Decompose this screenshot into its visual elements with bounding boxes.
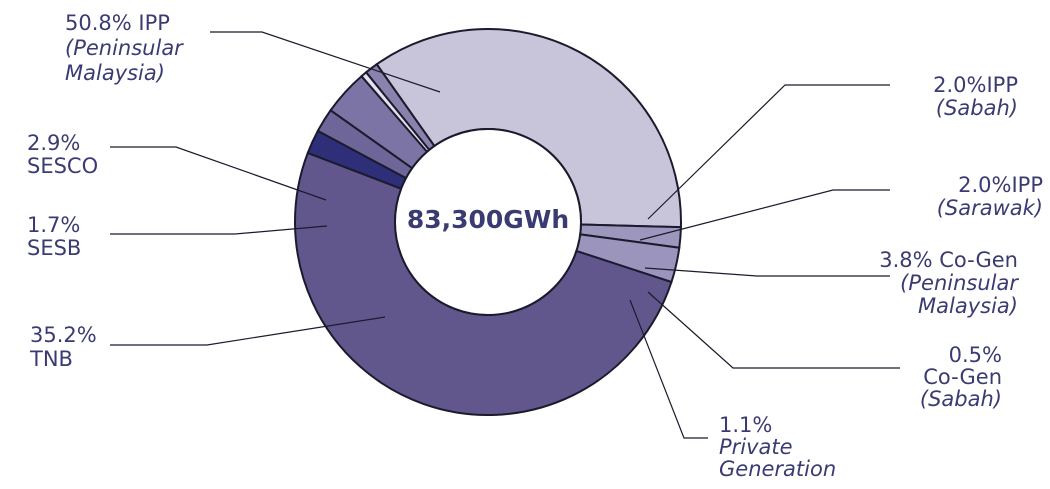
slice-label-3-line-2: Malaysia): [918, 294, 1018, 318]
leader-lines: [110, 31, 900, 439]
leader-line-5: [629, 299, 708, 439]
slice-label-5-line-0: 1.1%: [719, 413, 772, 437]
slice-label-1-line-0: 2.0%IPP: [933, 73, 1018, 97]
center-total-label: 83,300GWh: [407, 205, 569, 234]
slice-label-3: 3.8% Co-Gen (Peninsular Malaysia): [879, 248, 1019, 318]
slice-label-7-line-1: SESB: [27, 236, 81, 260]
slice-label-3-line-0: 3.8% Co-Gen: [879, 248, 1018, 272]
slice-label-4: 0.5% Co-Gen (Sabah): [920, 343, 1002, 411]
donut-hole: [394, 128, 582, 316]
leader-line-4: [647, 291, 900, 369]
leader-line-0: [210, 31, 441, 93]
slice-label-0-line-0: 50.8% IPP: [65, 11, 170, 35]
slice-label-1-line-1: (Sabah): [936, 96, 1018, 120]
slice-label-8: 2.9% SESCO: [27, 131, 98, 178]
leader-line-7: [110, 225, 328, 235]
slice-labels: 50.8% IPP (Peninsular Malaysia) 2.0%IPP (Sab…: [27, 11, 1043, 481]
leader-line-1: [647, 84, 890, 220]
slice-label-4-line-1: Co-Gen: [923, 365, 1002, 389]
slice-label-0-line-1: (Peninsular: [65, 36, 184, 60]
slice-label-0: 50.8% IPP (Peninsular Malaysia): [65, 11, 184, 85]
slice-label-8-line-0: 2.9%: [27, 131, 80, 155]
slice-label-3-line-1: (Peninsular: [900, 271, 1019, 295]
slice-label-4-line-0: 0.5%: [949, 343, 1002, 367]
slice-label-2-line-1: (Sarawak): [937, 196, 1043, 220]
leader-line-6: [110, 316, 386, 346]
slice-label-1: 2.0%IPP (Sabah): [933, 73, 1018, 120]
donut-slices: [294, 28, 682, 416]
slice-label-5-line-1: Private: [719, 435, 793, 459]
slice-label-4-line-2: (Sabah): [920, 387, 1002, 411]
slice-label-7-line-0: 1.7%: [27, 213, 80, 237]
slice-label-8-line-1: SESCO: [27, 154, 98, 178]
leader-line-2: [639, 189, 890, 241]
slice-label-6-line-1: TNB: [29, 347, 73, 371]
slice-label-6: 35.2% TNB: [29, 323, 97, 371]
slice-label-5-line-2: Generation: [719, 457, 836, 481]
slice-label-2: 2.0%IPP (Sarawak): [937, 173, 1043, 220]
slice-label-0-line-2: Malaysia): [65, 61, 165, 85]
slice-label-5: 1.1% Private Generation: [719, 413, 836, 481]
slice-label-7: 1.7% SESB: [27, 213, 81, 260]
leader-line-8: [110, 146, 327, 201]
slice-label-2-line-0: 2.0%IPP: [958, 173, 1043, 197]
slice-label-6-line-0: 35.2%: [30, 323, 97, 347]
leader-line-3: [644, 267, 890, 277]
